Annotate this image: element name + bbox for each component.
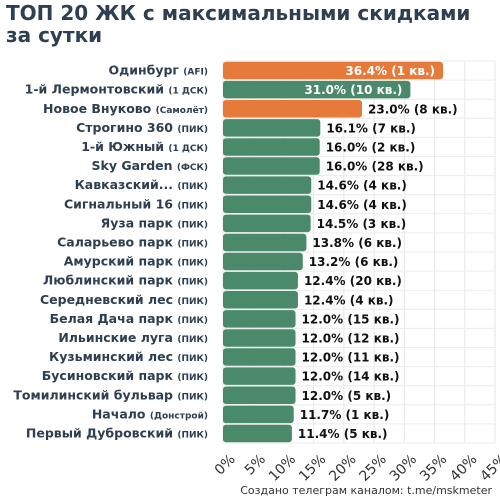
x-tick-label: 20% <box>326 451 359 484</box>
x-tick-label: 5% <box>242 451 269 478</box>
category-label: Sky Garden (ФСК) <box>92 158 208 173</box>
x-tick-label: 10% <box>266 451 299 484</box>
value-label: 12.4% (4 кв.) <box>304 293 394 307</box>
value-label: 12.0% (14 кв.) <box>302 370 400 384</box>
category-label: Амурский парк (ПИК) <box>64 254 208 269</box>
category-label: Одинбург (AFI) <box>108 63 208 78</box>
bar <box>223 61 444 80</box>
x-tick-label: 25% <box>357 451 390 484</box>
value-label: 11.7% (1 кв.) <box>300 408 390 422</box>
bar <box>223 214 311 233</box>
value-label: 12.0% (11 кв.) <box>302 351 400 365</box>
bar <box>223 348 296 366</box>
bar <box>223 424 292 443</box>
category-label: Томилинский бульвар (ПИК) <box>13 387 208 402</box>
bar <box>223 233 307 252</box>
bar <box>223 310 296 328</box>
category-label: Саларьево парк (ПИК) <box>57 234 208 249</box>
value-label: 14.6% (4 кв.) <box>317 179 407 193</box>
value-label: 14.6% (4 кв.) <box>317 198 407 212</box>
value-label: 13.2% (6 кв.) <box>309 255 399 269</box>
bar <box>223 405 294 424</box>
x-tick-label: 15% <box>296 451 329 484</box>
bar <box>223 157 320 175</box>
bar <box>223 195 312 213</box>
value-label: 13.8% (6 кв.) <box>312 236 402 250</box>
category-label: Кавказский... (ПИК) <box>75 177 208 192</box>
category-label: 1-й Южный (1 ДСК) <box>81 139 208 154</box>
value-label: 12.4% (20 кв.) <box>304 274 402 288</box>
category-label: Сигнальный 16 (ПИК) <box>64 196 208 211</box>
value-label: 16.1% (7 кв.) <box>326 121 416 135</box>
chart-title: ТОП 20 ЖК с максимальными скидками за су… <box>6 1 471 47</box>
category-label: Яуза парк (ПИК) <box>101 215 208 230</box>
value-label: 14.5% (3 кв.) <box>317 217 407 231</box>
category-label: Бусиновский парк (ПИК) <box>42 368 208 383</box>
value-label: 12.0% (5 кв.) <box>302 389 392 403</box>
value-label: 16.0% (2 кв.) <box>326 140 416 154</box>
value-label: 12.0% (12 кв.) <box>302 331 400 345</box>
x-tick-label: 40% <box>447 451 480 484</box>
value-label: 36.4% (1 кв.) <box>345 64 435 78</box>
bar <box>223 138 320 156</box>
category-label: Первый Дубровский (ПИК) <box>26 425 208 440</box>
category-label: Новое Внуково (Самолёт) <box>43 101 208 116</box>
bar <box>223 119 321 137</box>
x-tick-label: 30% <box>387 451 420 484</box>
bar <box>223 252 303 271</box>
value-label: 16.0% (28 кв.) <box>326 160 424 174</box>
value-label: 23.0% (8 кв.) <box>368 102 458 116</box>
category-label: 1-й Лермонтовский (1 ДСК) <box>25 82 208 97</box>
bar <box>223 329 296 347</box>
footer-credit: Создано телеграм каналом: t.me/mskmeter <box>240 484 492 497</box>
category-label: Кузьминский лес (ПИК) <box>49 349 208 364</box>
bar <box>223 291 298 309</box>
bar <box>223 271 298 290</box>
bar <box>223 100 363 118</box>
x-tick-label: 45% <box>477 451 500 484</box>
category-label: Середневский лес (ПИК) <box>40 292 208 307</box>
bar <box>223 386 296 404</box>
category-label: Люблинский парк (ПИК) <box>43 273 208 288</box>
bar <box>223 176 312 194</box>
x-tick-label: 35% <box>417 451 450 484</box>
bar <box>223 80 411 99</box>
value-label: 12.0% (15 кв.) <box>302 312 400 326</box>
category-label: Ильинские луга (ПИК) <box>58 330 208 345</box>
category-label: Строгино 360 (ПИК) <box>76 120 208 135</box>
x-tick-label: 0% <box>212 451 239 478</box>
category-label: Белая Дача парк (ПИК) <box>50 311 208 326</box>
value-label: 31.0% (10 кв.) <box>304 83 402 97</box>
value-label: 11.4% (5 кв.) <box>298 427 388 441</box>
category-label: Начало (Донстрой) <box>92 406 208 421</box>
bar <box>223 367 296 385</box>
